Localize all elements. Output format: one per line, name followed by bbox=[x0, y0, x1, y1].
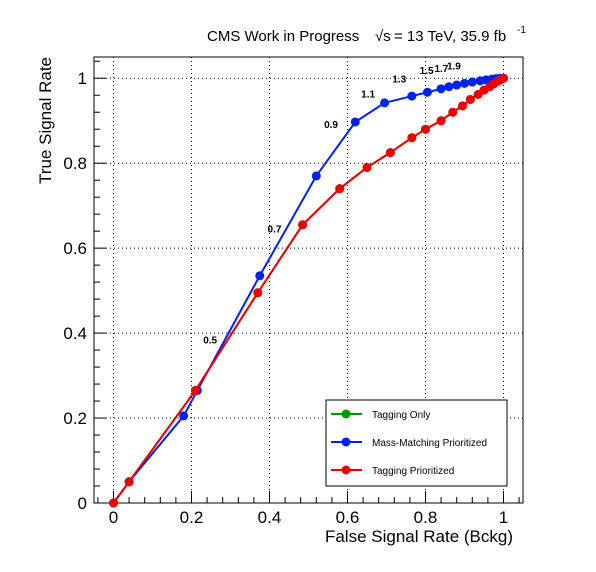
x-axis-title: False Signal Rate (Bckg) bbox=[325, 527, 513, 546]
y-tick-labels: 0 0.2 0.4 0.6 0.8 1 bbox=[63, 69, 87, 513]
legend-label: Mass-Matching Prioritized bbox=[372, 438, 487, 449]
title-energy-lumi: = 13 TeV, 35.9 fb bbox=[394, 28, 506, 45]
legend: Tagging Only Mass-Matching Prioritized Tag… bbox=[325, 399, 508, 487]
series-point bbox=[467, 77, 477, 87]
x-tick-labels: 0 0.2 0.4 0.6 0.8 1 bbox=[109, 508, 508, 527]
series-point bbox=[253, 288, 263, 298]
series-point bbox=[385, 148, 395, 158]
legend-marker bbox=[341, 465, 351, 475]
series-point bbox=[499, 73, 508, 83]
series-group bbox=[109, 73, 508, 508]
x-tick-label: 0.4 bbox=[258, 508, 282, 527]
series-point bbox=[448, 107, 458, 117]
threshold-annotation: 1.5 bbox=[420, 66, 434, 77]
y-tick-label: 1 bbox=[78, 69, 87, 88]
series-point bbox=[407, 133, 417, 143]
x-tick-label: 1 bbox=[499, 508, 508, 527]
axis-ticks bbox=[94, 60, 520, 504]
series-point bbox=[444, 82, 454, 92]
threshold-annotation: 1.3 bbox=[392, 74, 406, 85]
title-exponent: -1 bbox=[517, 25, 526, 36]
y-axis-title: True Signal Rate bbox=[36, 57, 55, 184]
series-point bbox=[452, 80, 462, 90]
series-point bbox=[179, 411, 189, 421]
x-tick-label: 0 bbox=[109, 508, 118, 527]
series-point bbox=[380, 98, 390, 108]
legend-entry: Tagging Prioritized bbox=[331, 465, 454, 477]
series-point bbox=[458, 101, 468, 111]
x-tick-label: 0.2 bbox=[180, 508, 204, 527]
threshold-annotation: 1.9 bbox=[447, 62, 461, 73]
series-point bbox=[407, 91, 417, 101]
y-tick-label: 0.2 bbox=[63, 409, 87, 428]
series-point bbox=[255, 271, 265, 281]
threshold-annotation: 1.1 bbox=[361, 89, 375, 100]
series-point bbox=[190, 385, 200, 395]
series-point bbox=[362, 162, 372, 172]
series-point bbox=[335, 184, 345, 194]
series-point bbox=[298, 220, 308, 230]
plot-frame bbox=[93, 56, 524, 504]
y-tick-label: 0.4 bbox=[63, 324, 87, 343]
y-tick-label: 0 bbox=[78, 494, 87, 513]
threshold-annotation: 1.7 bbox=[434, 64, 448, 75]
legend-label: Tagging Only bbox=[372, 410, 430, 421]
series-point bbox=[436, 84, 446, 94]
series-point bbox=[465, 94, 475, 104]
legend-marker bbox=[341, 409, 351, 419]
title-sqrt-s: √s bbox=[375, 28, 391, 45]
legend-label: Tagging Prioritized bbox=[372, 466, 454, 477]
y-tick-label: 0.6 bbox=[63, 239, 87, 258]
series-point bbox=[350, 117, 360, 127]
series-point bbox=[421, 124, 430, 134]
legend-entry: Tagging Only bbox=[331, 409, 430, 421]
threshold-annotation: 0.5 bbox=[203, 336, 217, 347]
threshold-annotation: 0.9 bbox=[324, 120, 338, 131]
legend-entry: Mass-Matching Prioritized bbox=[331, 437, 487, 449]
series-point bbox=[460, 78, 469, 88]
series-point bbox=[436, 116, 446, 126]
chart-title: CMS Work in Progress bbox=[207, 28, 359, 45]
series-point bbox=[422, 87, 432, 97]
y-tick-label: 0.8 bbox=[63, 154, 87, 173]
series-point bbox=[311, 171, 321, 181]
series-3 bbox=[109, 73, 508, 508]
threshold-annotation: 0.7 bbox=[268, 224, 282, 235]
x-tick-label: 0.6 bbox=[336, 508, 360, 527]
series-point bbox=[109, 498, 118, 508]
annotations: 0.5 0.7 0.9 1.1 1.3 1.5 1.71.9 bbox=[203, 62, 461, 347]
x-tick-label: 0.8 bbox=[414, 508, 438, 527]
series-point bbox=[124, 477, 134, 487]
legend-marker bbox=[341, 437, 351, 447]
